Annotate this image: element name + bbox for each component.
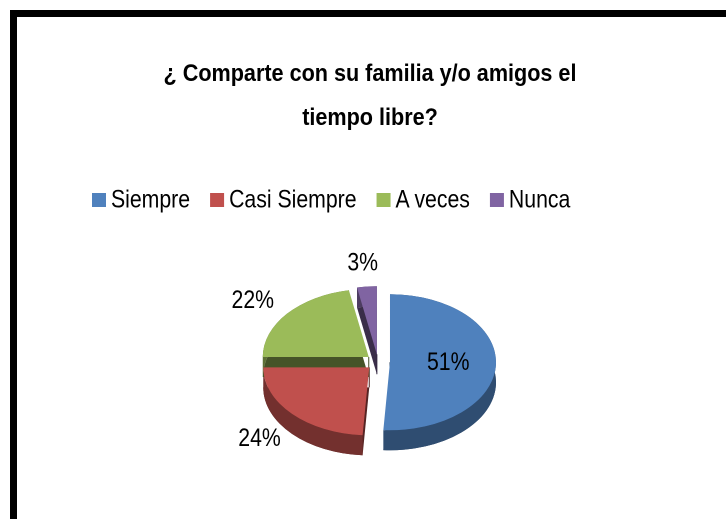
legend-label: A veces [396, 185, 470, 213]
slice [262, 290, 369, 358]
data-label: 51% [427, 347, 470, 375]
legend-label: Siempre [111, 185, 190, 213]
data-label: 24% [238, 423, 281, 451]
slice [357, 286, 377, 355]
legend-swatch [376, 193, 391, 207]
data-label: 22% [232, 285, 275, 313]
legend-swatch [489, 193, 504, 207]
legend-swatch [210, 193, 225, 207]
chart-frame [10, 10, 726, 519]
slice [383, 294, 496, 431]
legend-label: Casi Siempre [229, 185, 356, 213]
slice-side [263, 367, 363, 456]
data-label: 3% [347, 248, 378, 276]
legend-swatch [92, 193, 106, 207]
slice [263, 367, 370, 436]
chart-title: ¿ Comparte con su familia y/o amigos el … [163, 60, 577, 131]
legend-label: Nunca [509, 185, 570, 213]
